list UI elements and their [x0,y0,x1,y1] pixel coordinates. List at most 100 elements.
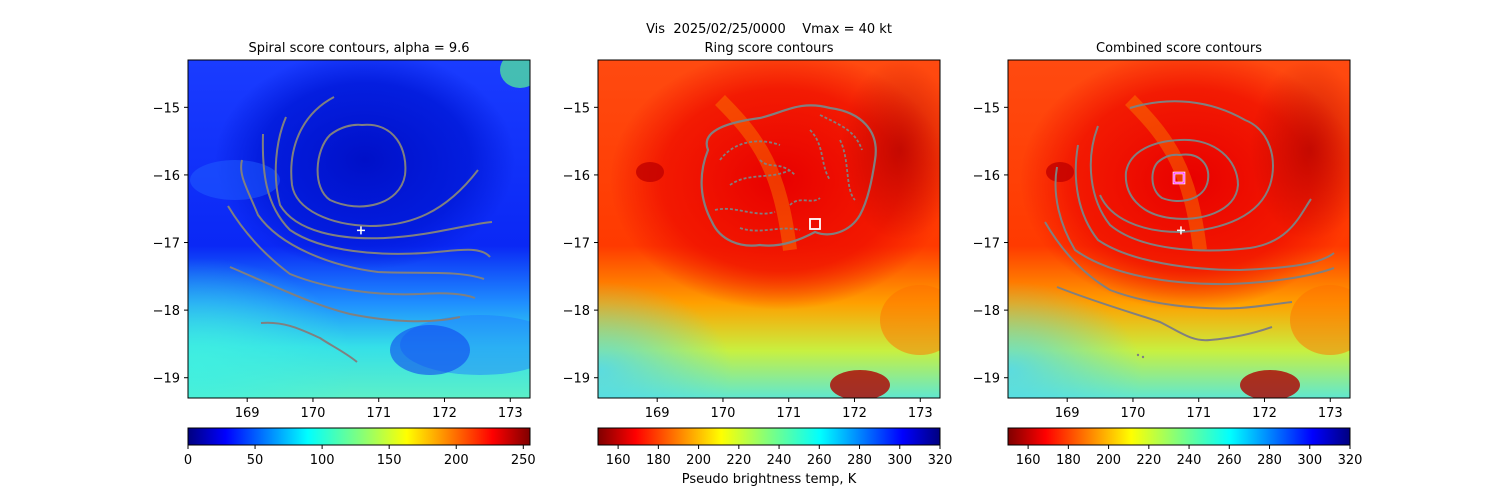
colorbar-tick-label: 180 [1056,453,1081,468]
axes-3: Combined score contours 169 170 171 172 173 −1… [973,41,1351,421]
ring-contours [700,104,877,247]
axes-1: Spiral score contours, alpha = 9.6 169 170… [153,41,531,421]
spiral-contour [274,116,493,240]
x-tick-label: 170 [301,406,326,421]
colorbar-tick-label: 50 [247,453,264,468]
x-tick-label: 172 [432,406,457,421]
colorbar-tick-label: 300 [1297,453,1322,468]
y-tick-label: −17 [153,237,180,252]
axes-frame [187,59,531,399]
combined-image [1008,60,1350,398]
x-tick-label: 169 [235,406,260,421]
x-tick-label: 171 [1186,406,1211,421]
y-tick-label: −15 [973,101,1000,116]
spiral-score-panel [188,60,530,398]
x-tick-label: 173 [498,406,523,421]
colorbar-tick-label: 320 [928,453,953,468]
colorbar-tick-label: 260 [807,453,832,468]
figure-suptitle: Vis 2025/02/25/0000 Vmax = 40 kt [646,22,892,37]
axes-frame [1007,59,1351,399]
y-tick-label: −18 [153,304,180,319]
colorbar-3: 160 180 200 220 240 260 280 300 320 [1007,427,1363,468]
y-tick-label: −16 [153,169,180,184]
colorbar-tick-label: 160 [606,453,631,468]
y-tick-label: −15 [153,101,180,116]
panel-title: Spiral score contours, alpha = 9.6 [248,41,469,56]
spiral-contour [260,321,358,363]
y-tick-label: −18 [563,304,590,319]
y-tick-label: −19 [153,372,180,387]
x-tick-label: 172 [1252,406,1277,421]
combined-contours [1044,100,1335,359]
colorbar-tick-label: 280 [1257,453,1282,468]
combined-contour [1151,153,1210,202]
colorbar-tick-label: 250 [511,453,536,468]
combined-contour [1089,125,1312,252]
spiral-contour [261,133,491,258]
spiral-contour [316,123,407,208]
x-tick-label: 169 [1055,406,1080,421]
axes-2: Ring score contours 169 170 171 172 173 −15 −16… [563,41,941,421]
combined-contour [1056,286,1273,342]
spiral-contour [290,96,479,228]
y-tick-label: −16 [973,169,1000,184]
y-tick-label: −16 [563,169,590,184]
colorbar-tick-label: 320 [1338,453,1363,468]
spiral-contour [240,159,485,280]
center-plus-marker [1176,226,1185,235]
colorbar-tick-label: 200 [444,453,469,468]
colorbar-tick-label: 100 [310,453,335,468]
axes-frame [597,59,941,399]
combined-contour [1054,166,1335,286]
colorbar-gradient [597,427,941,446]
x-tick-label: 169 [645,406,670,421]
combined-contour [1074,144,1335,272]
combined-contour [1044,221,1293,310]
ring-score-panel [598,60,940,398]
colorbar-label: Pseudo brightness temp, K [681,472,857,487]
x-tick-label: 172 [842,406,867,421]
y-tick-label: −19 [973,372,1000,387]
ring-contour [700,104,877,247]
colorbar-gradient [187,427,531,446]
colorbar-tick-label: 240 [767,453,792,468]
spiral-image [188,60,530,398]
colorbar-gradient [1007,427,1351,446]
x-tick-label: 170 [711,406,736,421]
colorbar-tick-label: 280 [847,453,872,468]
x-tick-label: 171 [366,406,391,421]
colorbar-1: 0 50 100 150 200 250 [184,427,536,468]
colorbar-tick-label: 220 [726,453,751,468]
center-plus-marker [356,226,365,235]
panel-title: Combined score contours [1096,41,1262,56]
combined-contour [1099,100,1274,234]
colorbar-tick-label: 200 [686,453,711,468]
colorbar-tick-label: 180 [646,453,671,468]
combined-contour [1124,138,1240,220]
x-tick-label: 171 [776,406,801,421]
x-tick-label: 173 [1318,406,1343,421]
x-tick-label: 170 [1121,406,1146,421]
colorbar-tick-label: 0 [184,453,192,468]
spiral-contour [227,205,476,299]
ring-peak-marker [809,218,821,230]
ring-image [598,60,940,398]
combined-score-panel [1008,60,1350,398]
colorbar-tick-label: 200 [1096,453,1121,468]
y-tick-label: −18 [973,304,1000,319]
y-tick-label: −15 [563,101,590,116]
colorbar-tick-label: 300 [887,453,912,468]
y-tick-label: −17 [973,237,1000,252]
y-tick-label: −19 [563,372,590,387]
colorbar-2: 160 180 200 220 240 260 280 300 320 [597,427,953,468]
y-tick-label: −17 [563,237,590,252]
spiral-contour [229,266,461,323]
axes-layer: Spiral score contours, alpha = 9.6 169 170… [153,41,1363,468]
spiral-contours [227,96,493,363]
x-tick-label: 173 [908,406,933,421]
panel-title: Ring score contours [704,41,833,56]
colorbar-tick-label: 160 [1016,453,1041,468]
colorbar-tick-label: 240 [1177,453,1202,468]
colorbar-tick-label: 260 [1217,453,1242,468]
